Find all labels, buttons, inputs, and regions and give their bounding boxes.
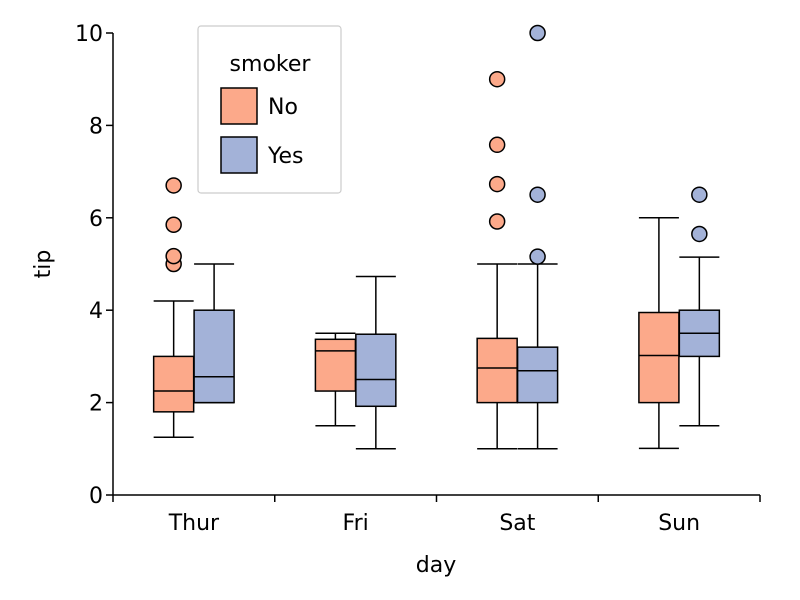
- outlier-point: [529, 186, 546, 203]
- legend-swatch-no: [220, 87, 258, 125]
- outlier-point: [165, 177, 182, 194]
- box-no-sun: [638, 217, 680, 450]
- iqr-box: [638, 311, 680, 404]
- y-axis-title: tip: [31, 250, 56, 279]
- x-tick-label: Sun: [658, 511, 700, 536]
- legend-label-yes: Yes: [267, 144, 304, 169]
- x-tick-label: Sat: [499, 511, 535, 536]
- y-tick-label: 4: [89, 299, 103, 324]
- box-yes-thur: [193, 263, 235, 404]
- x-axis-title: day: [416, 553, 456, 578]
- iqr-box: [314, 338, 357, 392]
- y-ticks: 0 2 4 6 8 10: [75, 22, 113, 509]
- box-groups: [152, 24, 721, 450]
- outlier-point: [529, 248, 546, 265]
- outlier-point: [165, 247, 182, 265]
- outlier-point: [488, 213, 506, 230]
- axes: 0 2 4 6 8 10 Thur Fri Sat Sun: [75, 22, 761, 536]
- iqr-box: [355, 333, 397, 408]
- y-tick-label: 8: [89, 114, 103, 139]
- outlier-point: [165, 216, 182, 233]
- outlier-point: [529, 24, 546, 42]
- x-ticks: Thur Fri Sat Sun: [112, 495, 761, 536]
- box-yes-fri: [355, 275, 397, 450]
- box-yes-sat: [516, 24, 559, 450]
- legend-label-no: No: [268, 95, 298, 120]
- iqr-box: [152, 355, 195, 413]
- outlier-point: [488, 136, 506, 154]
- box-no-thur: [152, 177, 195, 438]
- outlier-point: [488, 175, 506, 193]
- legend-title: smoker: [230, 52, 312, 77]
- outlier-point: [691, 186, 708, 203]
- y-tick-label: 6: [89, 207, 103, 232]
- box-yes-sun: [678, 186, 721, 427]
- y-tick-label: 10: [75, 22, 103, 47]
- x-tick-label: Fri: [343, 511, 369, 536]
- iqr-box: [193, 309, 235, 404]
- iqr-box: [516, 346, 559, 404]
- box-no-sat: [476, 70, 518, 450]
- legend-swatch-yes: [220, 136, 258, 174]
- x-tick-label: Thur: [168, 511, 220, 536]
- legend: smoker No Yes: [197, 25, 342, 194]
- y-tick-label: 0: [89, 484, 103, 509]
- box-no-fri: [314, 332, 357, 427]
- y-tick-label: 2: [89, 392, 103, 417]
- outlier-point: [488, 70, 506, 88]
- iqr-box: [476, 337, 518, 404]
- outlier-point: [691, 225, 708, 243]
